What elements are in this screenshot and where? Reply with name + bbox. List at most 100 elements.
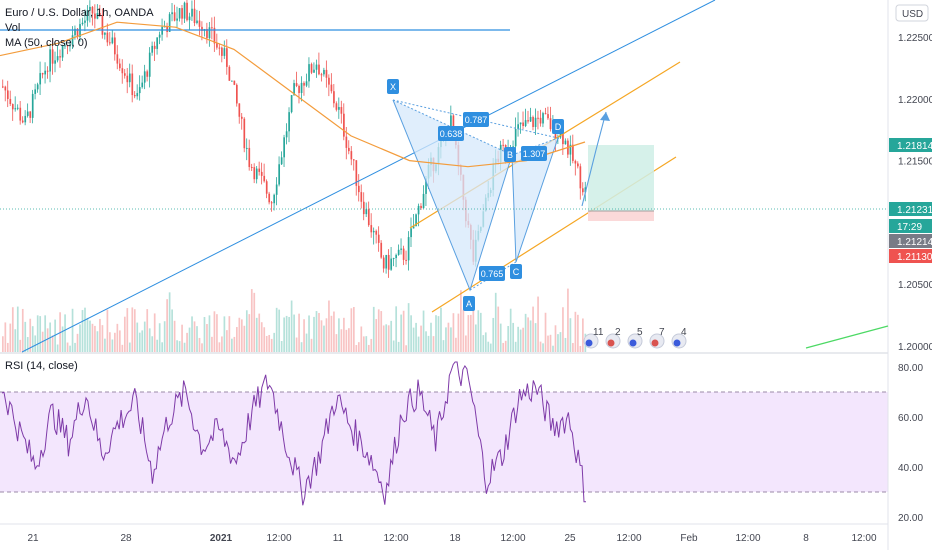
candle-body xyxy=(201,26,203,31)
volume-bar xyxy=(99,318,101,352)
volume-bar xyxy=(183,342,186,352)
pattern-ratio[interactable] xyxy=(463,112,489,127)
currency-button[interactable] xyxy=(895,4,929,22)
volume-bar xyxy=(318,312,320,352)
volume-bar xyxy=(392,340,395,352)
candle-body xyxy=(387,254,390,270)
candle-body xyxy=(397,249,400,255)
candle-body xyxy=(208,27,211,39)
rsi-axis-tick: 40.00 xyxy=(898,463,923,474)
candle-body xyxy=(584,187,587,193)
volume-bar xyxy=(186,332,188,352)
candle-body xyxy=(502,144,505,146)
volume-bar xyxy=(345,329,348,352)
volume-bar xyxy=(479,312,482,352)
time-axis-tick: 18 xyxy=(449,533,461,544)
candle-body xyxy=(569,144,572,155)
volume-bar xyxy=(6,342,9,352)
candle-body xyxy=(390,258,393,270)
candle-body xyxy=(365,209,368,215)
volume-bar xyxy=(14,329,17,352)
pattern-ac-dotted xyxy=(469,261,517,291)
candle-body xyxy=(148,52,151,77)
volume-bar xyxy=(405,345,407,352)
volume-bar xyxy=(367,344,370,352)
stop-zone[interactable] xyxy=(588,211,654,221)
pattern-ratio[interactable] xyxy=(438,126,464,141)
price-marker xyxy=(889,219,932,233)
candle-body xyxy=(196,20,198,24)
volume-bar xyxy=(138,332,141,352)
candle-body xyxy=(128,73,131,83)
volume-bar xyxy=(549,334,552,352)
volume-bar xyxy=(489,343,492,352)
candle-body xyxy=(250,166,253,168)
candle-body xyxy=(2,86,4,88)
candle-body xyxy=(360,192,363,202)
volume-bar xyxy=(320,320,323,352)
pattern-point-a[interactable] xyxy=(463,296,475,311)
pattern-ratio[interactable] xyxy=(521,146,547,161)
volume-bar xyxy=(188,327,191,352)
volume-bar xyxy=(412,327,415,352)
candle-body xyxy=(198,20,201,27)
time-axis-tick: 8 xyxy=(803,533,809,544)
volume-bar xyxy=(524,313,527,352)
candle-body xyxy=(44,70,47,75)
candle-body xyxy=(236,84,238,104)
volume-bar xyxy=(519,329,522,352)
price-axis-tick: 1.22500 xyxy=(898,33,932,44)
candle-body xyxy=(415,214,417,227)
volume-bar xyxy=(425,331,427,352)
volume-bar xyxy=(422,310,425,352)
target-zone[interactable] xyxy=(588,145,654,211)
volume-bar xyxy=(91,323,94,352)
flag-icon xyxy=(651,339,659,347)
economic-event-count: 11 xyxy=(593,327,604,338)
candle-body xyxy=(385,254,388,269)
candle-body xyxy=(367,209,370,226)
pattern-point-b[interactable] xyxy=(504,147,516,162)
candle-body xyxy=(564,140,567,145)
candle-body xyxy=(400,248,402,250)
volume-bar xyxy=(278,309,281,352)
volume-bar xyxy=(161,342,164,352)
candle-body xyxy=(340,107,343,114)
candle-body xyxy=(278,164,281,185)
candle-body xyxy=(24,115,27,123)
volume-bar xyxy=(529,320,532,352)
volume-bar xyxy=(36,315,39,352)
volume-bar xyxy=(514,341,517,352)
volume-bar xyxy=(24,321,27,352)
candle-body xyxy=(188,16,191,21)
candle-body xyxy=(109,42,111,44)
pattern-ratio[interactable] xyxy=(479,266,505,281)
candle-body xyxy=(69,44,71,47)
volume-bar xyxy=(101,325,104,352)
volume-bar xyxy=(372,306,375,352)
volume-bar xyxy=(114,332,116,352)
pattern-point-c[interactable] xyxy=(510,264,522,279)
volume-bar xyxy=(462,309,465,352)
volume-bar xyxy=(44,315,47,352)
volume-bar xyxy=(265,335,268,352)
trend-line[interactable] xyxy=(21,0,716,353)
volume-bar xyxy=(148,328,151,352)
candle-body xyxy=(94,13,96,19)
ma-label: MA (50, close, 0) xyxy=(5,37,88,49)
volume-bar xyxy=(153,313,156,352)
candle-body xyxy=(166,26,168,33)
volume-bar xyxy=(452,313,455,352)
candle-body xyxy=(131,73,134,96)
pattern-point-x[interactable] xyxy=(387,79,399,94)
volume-bar xyxy=(407,303,410,352)
pattern-point-d[interactable] xyxy=(552,119,564,134)
volume-bar xyxy=(133,309,136,352)
candle-body xyxy=(293,83,295,96)
volume-bar xyxy=(325,318,328,352)
green-line xyxy=(805,325,889,349)
moving-average-line xyxy=(0,21,586,168)
candle-body xyxy=(255,168,258,180)
volume-bar xyxy=(420,325,422,352)
